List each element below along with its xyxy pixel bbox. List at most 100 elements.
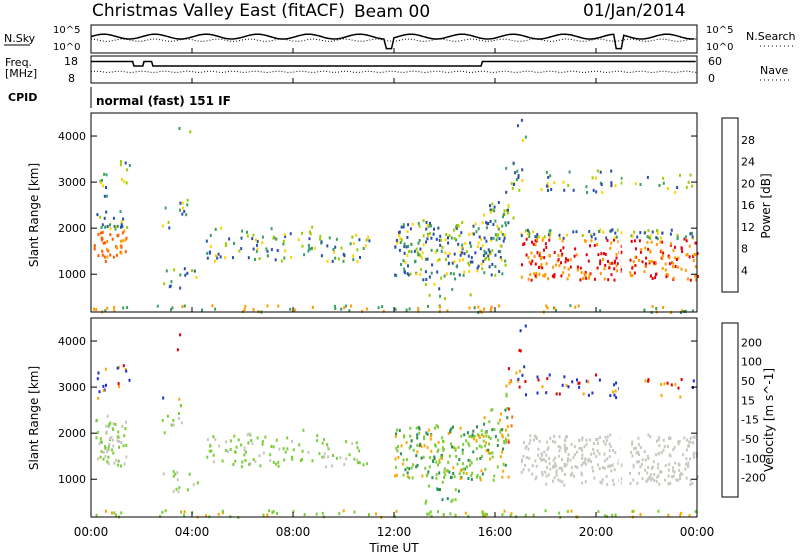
heatmap-cell <box>301 231 303 235</box>
heatmap-cell <box>663 445 666 449</box>
heatmap-cell <box>615 381 618 385</box>
heatmap-cell <box>252 308 255 312</box>
power-ylabel: Slant Range [km] <box>27 163 41 267</box>
y-tick-label: 4000 <box>58 335 86 348</box>
heatmap-cell <box>356 458 359 462</box>
heatmap-cell <box>248 463 251 466</box>
heatmap-cell <box>414 259 417 263</box>
heatmap-cell <box>447 432 450 435</box>
heatmap-cell <box>235 445 238 449</box>
heatmap-cell <box>604 442 607 446</box>
heatmap-cell <box>559 249 562 253</box>
heatmap-cell <box>485 256 487 260</box>
heatmap-cell <box>490 236 493 240</box>
heatmap-cell <box>275 462 278 466</box>
heatmap-cell <box>647 477 649 481</box>
heatmap-cell <box>258 454 261 458</box>
heatmap-cell <box>333 304 336 308</box>
heatmap-cell <box>645 256 648 260</box>
heatmap-cell <box>462 258 465 262</box>
heatmap-cell <box>458 458 461 462</box>
heatmap-cell <box>485 251 488 255</box>
heatmap-cell <box>667 468 670 472</box>
heatmap-cell <box>338 512 341 516</box>
heatmap-cell <box>487 435 490 439</box>
heatmap-cell <box>475 230 478 234</box>
heatmap-cell <box>644 262 647 266</box>
heatmap-cell <box>270 444 273 448</box>
heatmap-cell <box>531 259 534 263</box>
heatmap-cell <box>504 233 506 237</box>
heatmap-cell <box>546 377 549 381</box>
heatmap-cell <box>453 446 455 450</box>
heatmap-cell <box>487 222 490 225</box>
heatmap-cell <box>499 430 502 434</box>
heatmap-cell <box>406 475 409 479</box>
heatmap-cell <box>680 309 683 313</box>
heatmap-cell <box>407 244 410 248</box>
heatmap-cell <box>334 307 337 310</box>
heatmap-cell <box>113 461 116 465</box>
heatmap-cell <box>402 223 405 227</box>
heatmap-cell <box>275 237 278 241</box>
heatmap-cell <box>185 213 188 217</box>
heatmap-cell <box>639 183 642 186</box>
heatmap-cell <box>581 234 584 237</box>
heatmap-cell <box>435 476 438 480</box>
heatmap-cell <box>459 426 462 430</box>
heatmap-cell <box>445 272 448 276</box>
heatmap-cell <box>351 442 354 446</box>
heatmap-cell <box>521 263 523 267</box>
heatmap-cell <box>462 467 465 471</box>
heatmap-cell <box>93 245 96 249</box>
heatmap-cell <box>485 226 488 230</box>
heatmap-cell <box>415 426 418 430</box>
heatmap-cell <box>440 453 443 457</box>
heatmap-cell <box>555 469 558 473</box>
heatmap-cell <box>592 447 595 451</box>
heatmap-cell <box>590 239 593 243</box>
heatmap-cell <box>428 293 431 297</box>
heatmap-cell <box>680 246 683 250</box>
heatmap-cell <box>684 309 687 313</box>
heatmap-cell <box>673 470 676 474</box>
heatmap-cell <box>439 305 441 309</box>
heatmap-cell <box>467 254 470 258</box>
heatmap-cell <box>113 511 116 515</box>
heatmap-cell <box>171 306 174 310</box>
heatmap-cell <box>532 230 535 234</box>
heatmap-cell <box>572 188 575 192</box>
heatmap-cell <box>540 263 543 267</box>
heatmap-cell <box>479 457 482 460</box>
heatmap-cell <box>415 465 418 469</box>
heatmap-cell <box>548 373 551 377</box>
heatmap-cell <box>524 513 527 517</box>
heatmap-cell <box>541 266 544 270</box>
heatmap-cell <box>124 427 127 431</box>
heatmap-cell <box>433 457 436 461</box>
heatmap-cell <box>632 260 635 264</box>
heatmap-cell <box>210 449 213 453</box>
heatmap-cell <box>269 459 272 462</box>
heatmap-cell <box>431 476 434 480</box>
heatmap-cell <box>186 198 189 202</box>
heatmap-cell <box>408 307 411 311</box>
heatmap-cell <box>669 437 672 441</box>
heatmap-cell <box>630 450 633 454</box>
heatmap-cell <box>491 408 494 412</box>
heatmap-cell <box>500 258 503 262</box>
heatmap-cell <box>687 461 690 465</box>
heatmap-cell <box>694 265 697 269</box>
heatmap-cell <box>240 443 243 447</box>
heatmap-cell <box>667 187 669 190</box>
heatmap-cell <box>491 455 494 459</box>
heatmap-cell <box>587 259 590 263</box>
heatmap-cell <box>598 452 601 456</box>
heatmap-cell <box>529 439 532 442</box>
heatmap-cell <box>662 181 665 185</box>
heatmap-cell <box>447 460 450 464</box>
heatmap-cell <box>534 262 537 266</box>
heatmap-cell <box>272 510 275 513</box>
heatmap-cell <box>105 194 108 198</box>
